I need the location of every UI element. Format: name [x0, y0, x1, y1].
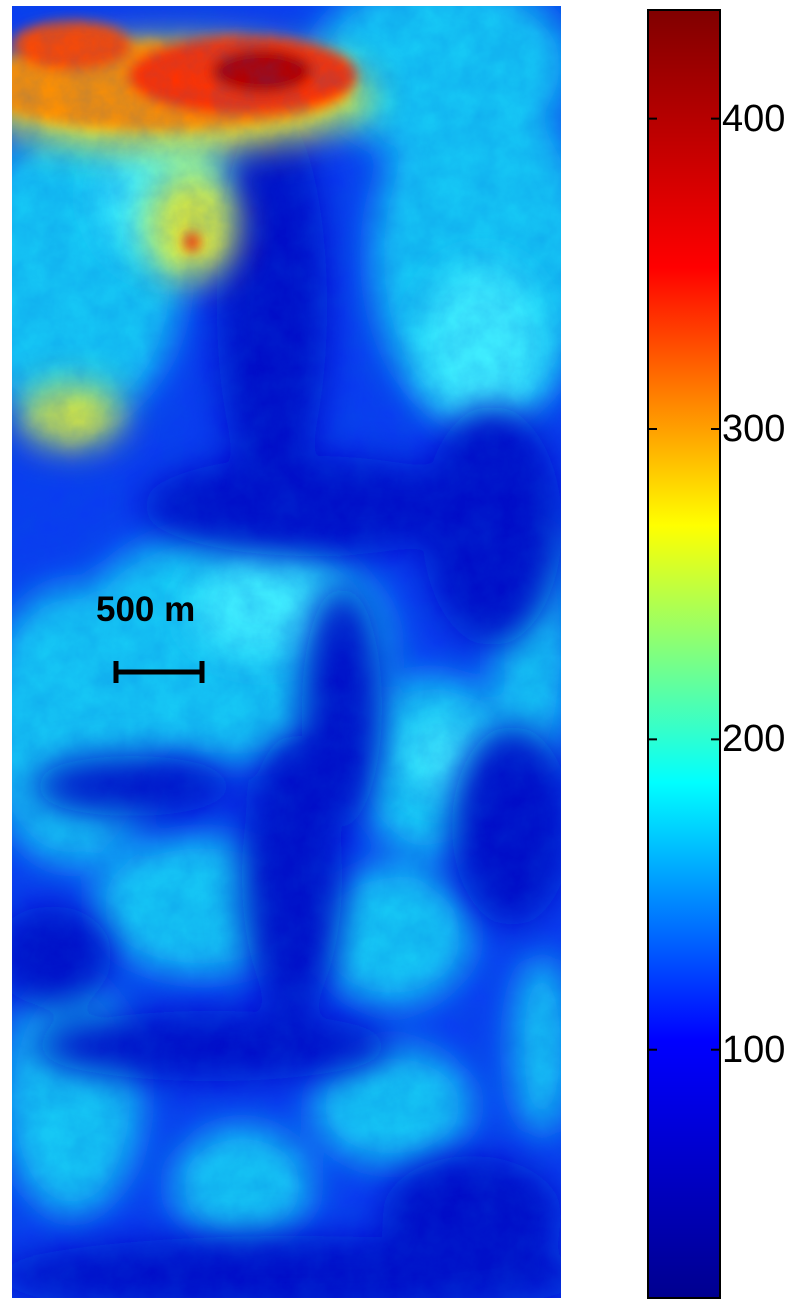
colorbar-tick-label: 200	[722, 718, 786, 761]
colorbar-tick-label: 100	[722, 1028, 786, 1071]
terrain-texture	[12, 6, 561, 1298]
colorbar-tick-label: 300	[722, 407, 786, 450]
scale-bar	[113, 661, 205, 683]
colorbar-tick-label: 400	[722, 97, 786, 140]
elevation-map	[12, 6, 561, 1298]
scale-bar-label: 500 m	[96, 590, 196, 629]
